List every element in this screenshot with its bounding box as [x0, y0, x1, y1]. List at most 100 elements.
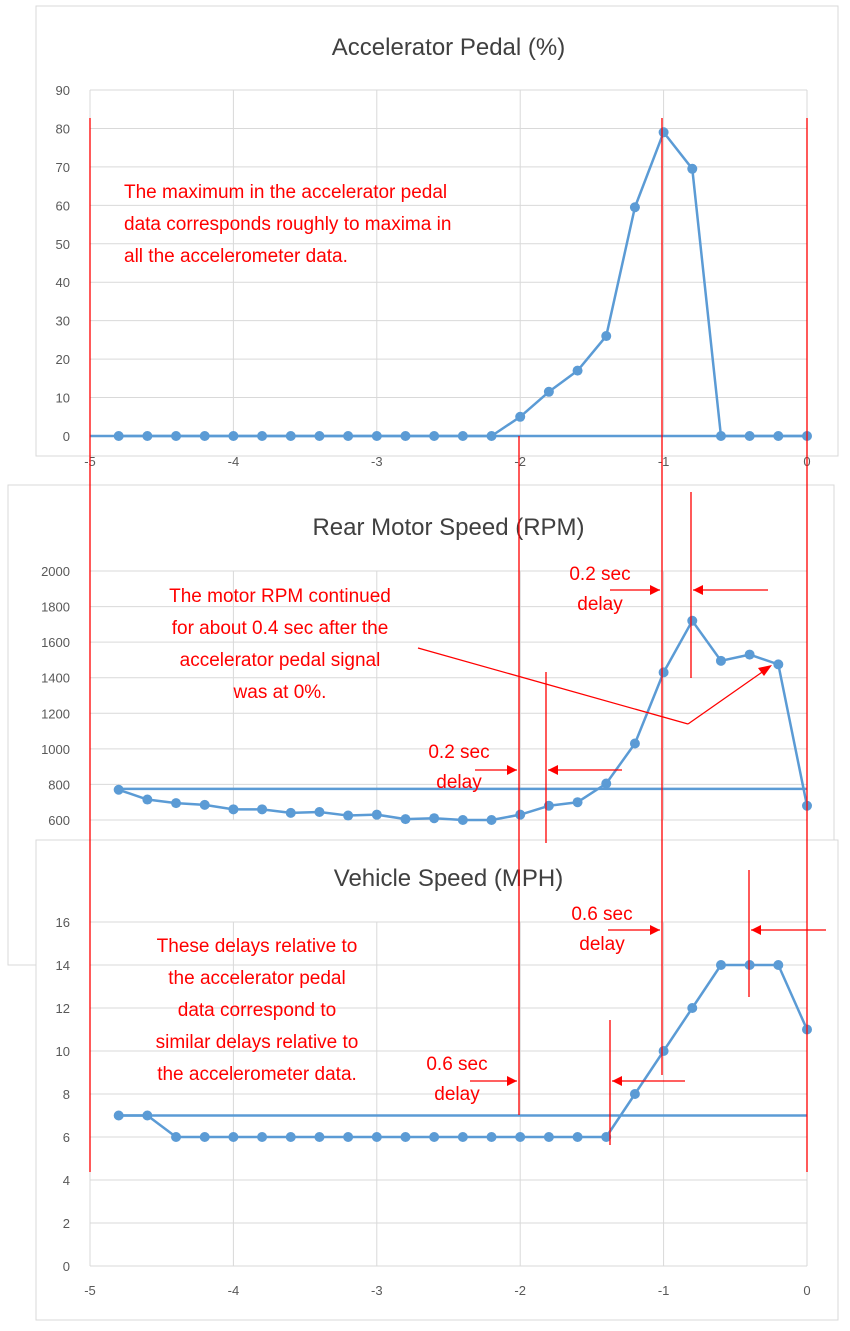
data-point	[343, 431, 354, 441]
data-point	[515, 1132, 526, 1142]
y-tick-label: 60	[56, 198, 70, 213]
pointer-line	[687, 667, 769, 725]
data-point	[715, 655, 726, 666]
y-tick-label: 10	[56, 1044, 70, 1059]
rpm-note: The motor RPM continued	[169, 586, 391, 607]
delay-arrow-head	[650, 925, 660, 935]
data-point	[572, 797, 583, 808]
x-tick-label: 0	[803, 1283, 810, 1298]
data-point	[171, 431, 182, 441]
pedal-note: all the accelerometer data.	[124, 246, 348, 267]
data-point	[199, 799, 210, 810]
data-point	[285, 1132, 296, 1142]
data-point	[228, 431, 239, 441]
data-point	[371, 431, 382, 441]
data-point	[228, 804, 239, 815]
delay-label: 0.6 sec	[426, 1054, 487, 1075]
delay-label: 0.2 sec	[428, 742, 489, 763]
x-tick-label: -3	[371, 1283, 383, 1298]
data-point	[142, 431, 153, 441]
data-point	[171, 798, 182, 809]
data-point	[257, 804, 268, 815]
y-tick-label: 6	[63, 1130, 70, 1145]
y-tick-label: 2000	[41, 564, 70, 579]
x-tick-label: -4	[228, 454, 240, 469]
y-tick-label: 20	[56, 352, 70, 367]
data-point	[601, 778, 612, 789]
y-tick-label: 1600	[41, 635, 70, 650]
data-point	[773, 960, 784, 970]
speed-note: similar delays relative to	[156, 1032, 359, 1053]
chart-frame	[35, 5, 839, 457]
data-point	[687, 615, 698, 626]
data-point	[457, 815, 468, 825]
data-point	[543, 386, 554, 397]
data-point	[400, 1132, 411, 1142]
chart-title: Accelerator Pedal (%)	[332, 34, 565, 61]
data-point	[343, 810, 354, 821]
y-tick-label: 1200	[41, 706, 70, 721]
y-tick-label: 0	[63, 1259, 70, 1274]
data-point	[400, 431, 411, 441]
delay-arrow-head	[507, 1076, 517, 1086]
y-tick-label: 90	[56, 83, 70, 98]
x-tick-label: -3	[371, 454, 383, 469]
data-point	[486, 1132, 497, 1142]
pedal-note: The maximum in the accelerator pedal	[124, 182, 447, 203]
data-point	[572, 1132, 583, 1142]
delay-label: delay	[436, 772, 482, 793]
delay-label: delay	[434, 1084, 480, 1105]
x-tick-label: -2	[514, 1283, 526, 1298]
data-point	[687, 163, 698, 174]
data-point	[113, 1110, 124, 1121]
y-tick-label: 1800	[41, 600, 70, 615]
x-tick-label: -4	[228, 1283, 240, 1298]
y-tick-label: 30	[56, 314, 70, 329]
rpm-note: for about 0.4 sec after the	[172, 618, 389, 639]
data-point	[285, 431, 296, 441]
speed-note: the accelerator pedal	[168, 968, 345, 989]
data-point	[257, 431, 268, 441]
x-tick-label: -5	[84, 1283, 96, 1298]
delay-arrow-head	[693, 585, 703, 595]
y-tick-label: 10	[56, 391, 70, 406]
data-point	[228, 1132, 239, 1142]
data-point	[658, 127, 669, 138]
y-tick-label: 70	[56, 160, 70, 175]
chart-3: Vehicle Speed (MPH) 0 2 4 6 8 10 12 14 16 -5 -4 -3 -2…	[35, 839, 839, 1321]
data-point	[543, 1132, 554, 1142]
x-tick-label: -2	[514, 454, 526, 469]
data-point	[629, 738, 640, 749]
data-point	[572, 365, 583, 376]
chart-1: Accelerator Pedal (%) 0 10 20 30 40 50 60 70 80 90…	[35, 5, 839, 469]
data-point	[515, 411, 526, 422]
data-point	[113, 431, 124, 441]
y-tick-label: 14	[56, 958, 70, 973]
data-point	[744, 649, 755, 660]
y-tick-label: 8	[63, 1087, 70, 1102]
y-tick-label: 50	[56, 237, 70, 252]
chart-frame	[35, 839, 839, 1321]
data-point	[371, 809, 382, 820]
data-point	[429, 813, 440, 824]
delay-label: delay	[579, 934, 625, 955]
y-tick-label: 4	[63, 1173, 70, 1188]
delay-arrow-head	[751, 925, 761, 935]
data-point	[142, 794, 153, 805]
delay-arrow-head	[548, 765, 558, 775]
data-point	[314, 1132, 325, 1142]
data-point	[658, 1046, 669, 1056]
delay-label: 0.2 sec	[569, 564, 630, 585]
data-point	[199, 431, 210, 441]
data-point	[744, 431, 755, 441]
speed-note: These delays relative to	[157, 936, 358, 957]
y-tick-label: 800	[48, 777, 70, 792]
data-point	[515, 809, 526, 820]
data-point	[629, 202, 640, 213]
data-point	[486, 431, 497, 441]
pedal-note: data corresponds roughly to maxima in	[124, 214, 451, 235]
data-point	[715, 431, 726, 441]
rpm-note: accelerator pedal signal	[180, 650, 381, 671]
data-point	[314, 431, 325, 441]
